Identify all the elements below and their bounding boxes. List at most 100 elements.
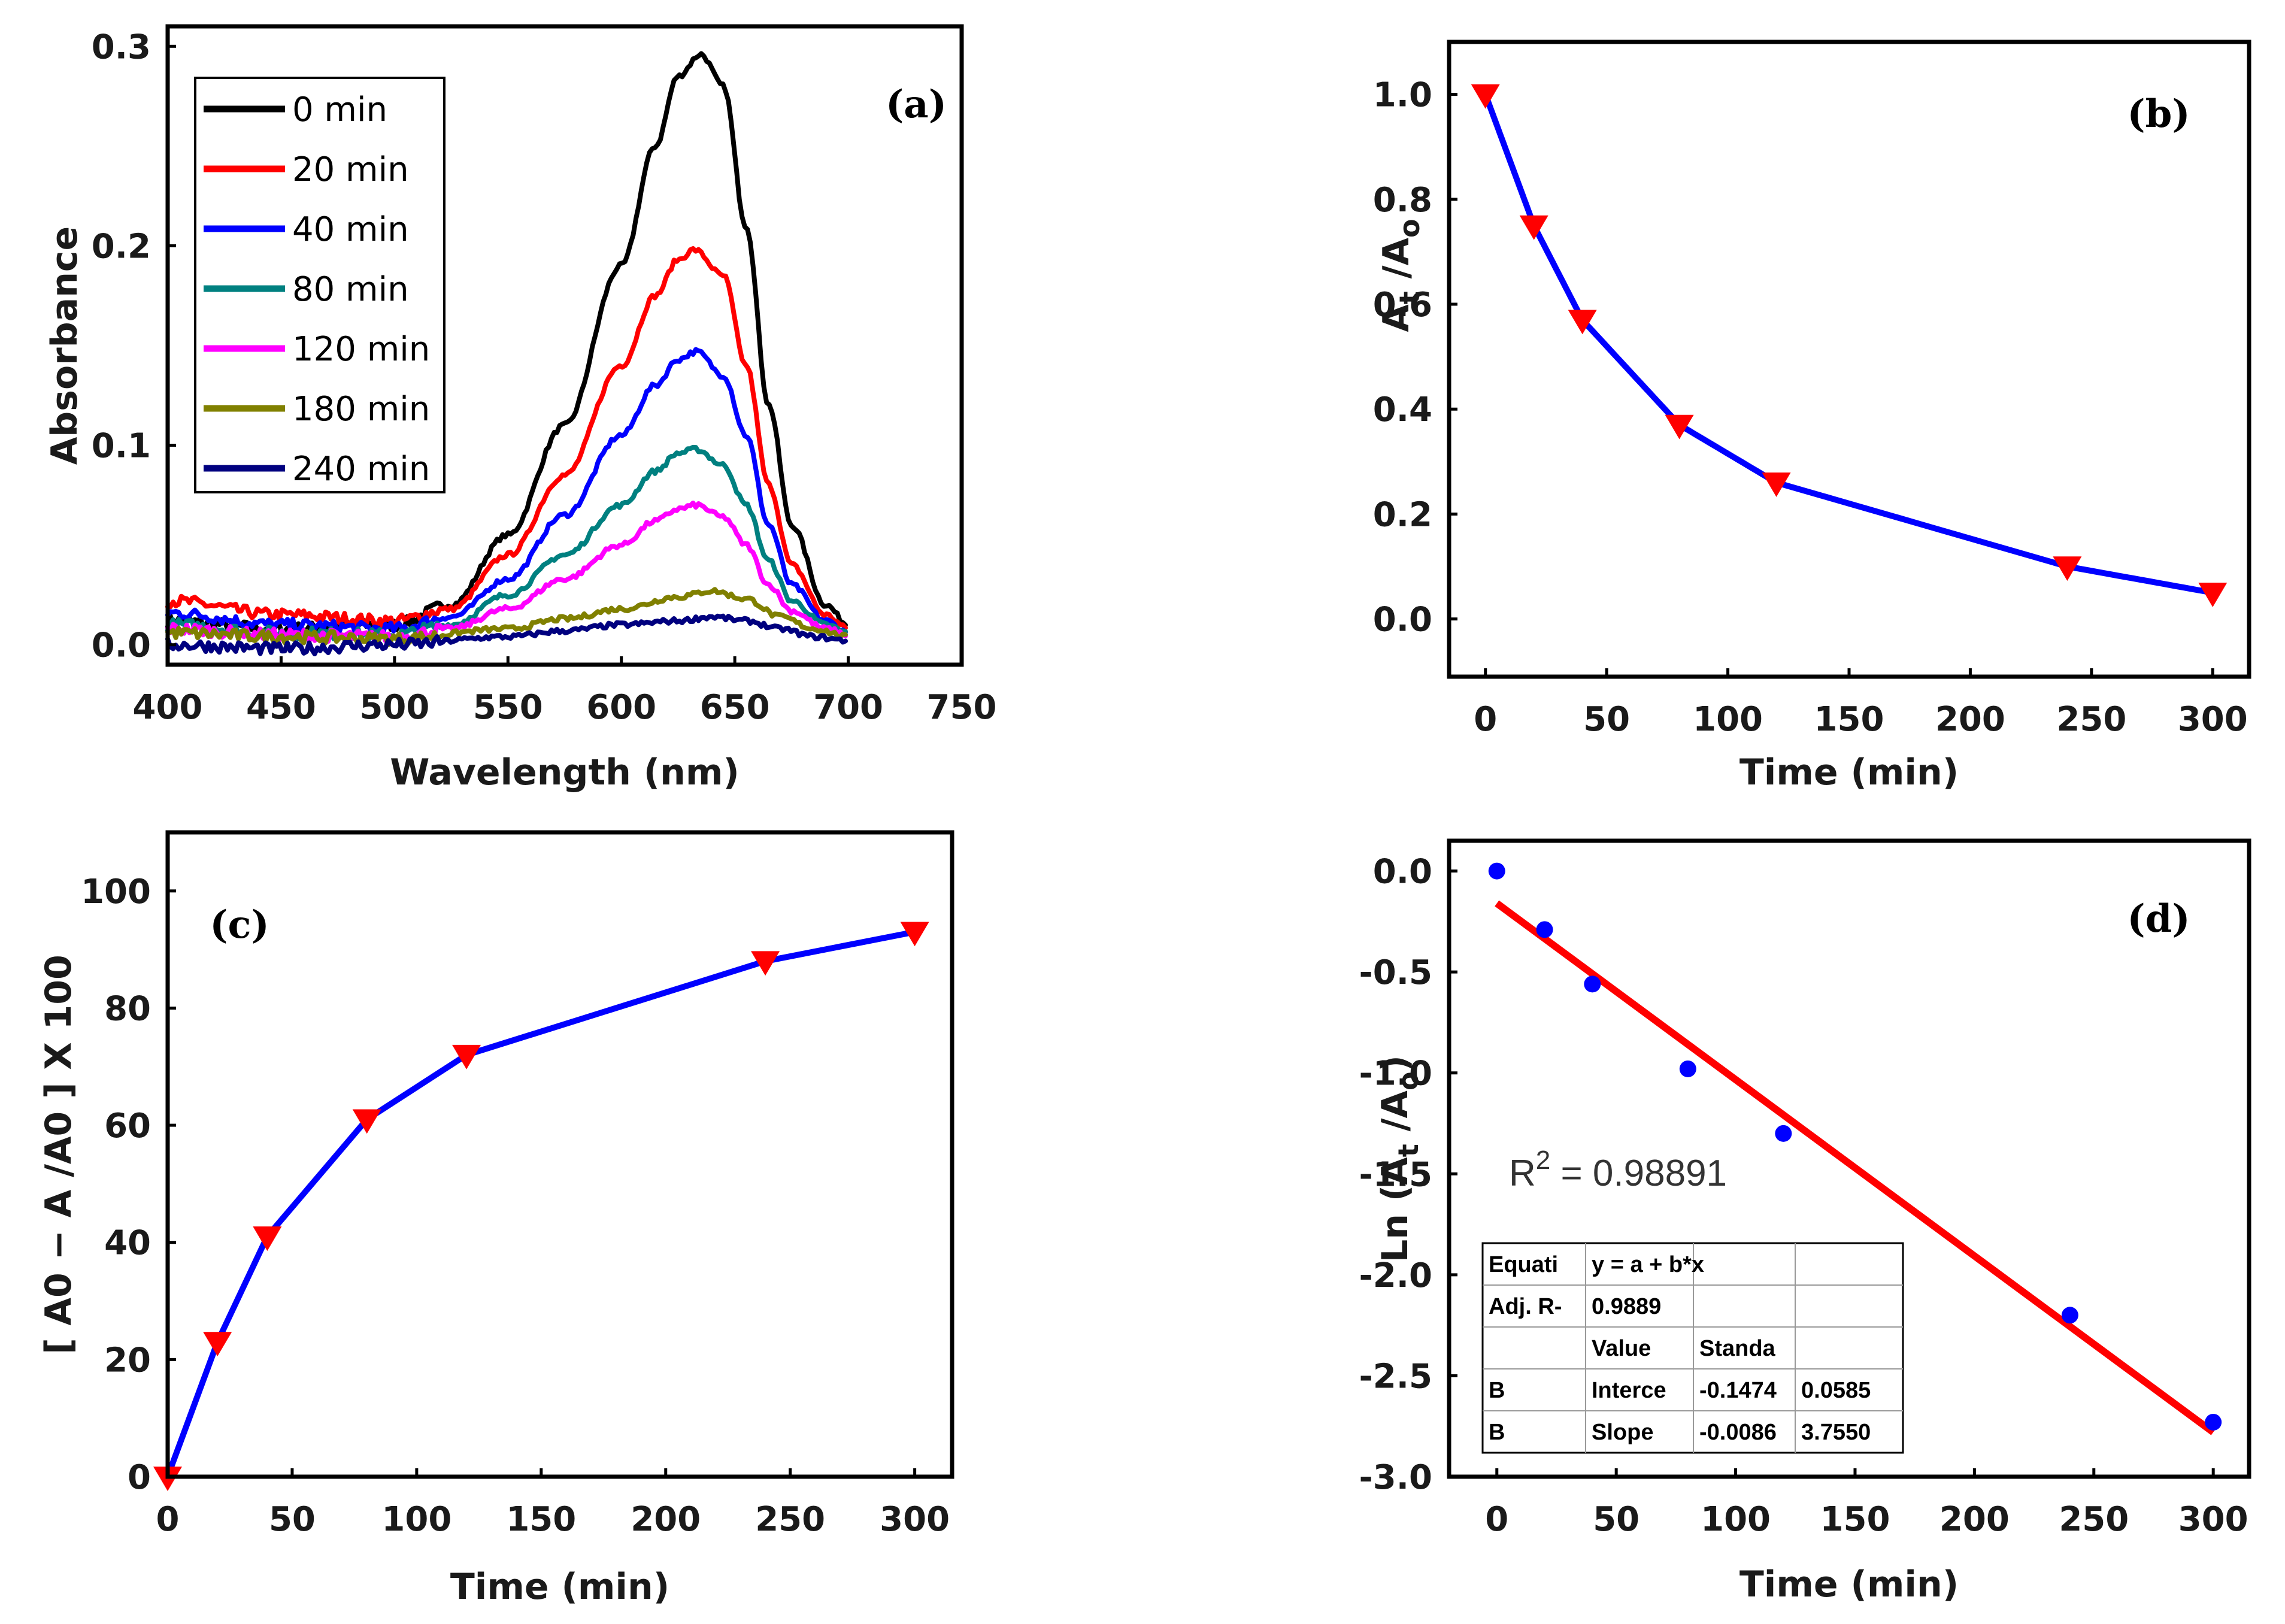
data-point-c <box>751 951 780 976</box>
y-tick-label-d: 0.0 <box>1373 853 1432 892</box>
x-tick-label-d: 150 <box>1820 1500 1890 1539</box>
x-tick-label-b: 150 <box>1814 700 1884 739</box>
table-cell: Standa <box>1699 1336 1776 1361</box>
y-label-main: A <box>1375 304 1417 332</box>
y-axis-label-b: At /Ao <box>1375 219 1426 332</box>
y-tick-label-d: -0.5 <box>1359 953 1432 992</box>
table-cell: -0.1474 <box>1699 1378 1777 1403</box>
legend-label: 240 min <box>292 450 430 489</box>
legend-label: 80 min <box>292 270 409 309</box>
data-point-d <box>2205 1413 2222 1431</box>
table-cell: 3.7550 <box>1801 1420 1871 1445</box>
x-tick-label-b: 100 <box>1693 700 1763 739</box>
plot-frame-c <box>165 830 954 1479</box>
x-tick-label-d: 100 <box>1701 1500 1771 1539</box>
y-tick-label-d: -2.0 <box>1359 1256 1432 1295</box>
x-tick-label-a: 600 <box>586 688 656 727</box>
data-point-c <box>203 1332 232 1357</box>
x-tick-label-c: 250 <box>755 1500 825 1539</box>
table-cell: B <box>1489 1420 1505 1445</box>
chart-c: 0 50 100 150 200 250 300 0 20 40 60 80 100 (c) Time (m… <box>38 830 954 1608</box>
y-tick-label-b: 0.4 <box>1373 390 1432 429</box>
series-line-20-min <box>165 246 848 631</box>
plot-frame-a <box>165 24 964 667</box>
table-cell: Interce <box>1592 1378 1666 1403</box>
y-tick-label-a: 0.3 <box>92 28 151 66</box>
y-axis-label-c: [ A0 − A /A0 ] X 100 <box>38 955 80 1355</box>
legend-label: 180 min <box>292 390 430 429</box>
x-tick-label-c: 0 <box>156 1500 180 1539</box>
x-tick-label-a: 550 <box>473 688 543 727</box>
r-squared-annotation: R2 = 0.98891 <box>1509 1146 1727 1194</box>
y-axis-label-d: Ln (At /Ao) <box>1374 1055 1425 1262</box>
x-tick-label-a: 700 <box>813 688 883 727</box>
series-line-b <box>1482 91 2209 595</box>
data-point-c <box>900 922 929 947</box>
data-point-d <box>1775 1125 1792 1142</box>
y-tick-label-b: 0.8 <box>1373 181 1432 220</box>
data-point-c <box>153 1467 182 1491</box>
x-axis-label-d: Time (min) <box>1739 1564 1959 1605</box>
series-line-c <box>165 929 918 1480</box>
x-axis-label-c: Time (min) <box>450 1566 669 1608</box>
panel-label-a: (a) <box>886 82 947 127</box>
table-cell: Equati <box>1489 1252 1558 1277</box>
x-tick-label-c: 200 <box>631 1500 701 1539</box>
y-tick-label-c: 100 <box>81 872 151 911</box>
r2-superscript: 2 <box>1536 1146 1550 1175</box>
data-point-b <box>1519 215 1548 240</box>
series-line-240-min <box>165 613 848 656</box>
table-cell: Slope <box>1592 1420 1653 1445</box>
series-line-40-min <box>165 347 848 637</box>
data-point-d <box>1536 921 1553 938</box>
data-point-b <box>1762 472 1791 497</box>
series-line-180-min <box>165 587 848 647</box>
data-point-d <box>1488 862 1505 880</box>
chart-b: 0 50 100 150 200 250 300 0.0 0.2 0.4 0.6 0.8 1.0 (b) T… <box>1373 40 2251 793</box>
y-tick-label-c: 80 <box>104 989 151 1028</box>
data-point-c <box>352 1109 381 1134</box>
x-tick-label-a: 500 <box>359 688 429 727</box>
plot-frame-b <box>1447 40 2251 679</box>
x-tick-label-b: 300 <box>2178 700 2248 739</box>
table-cell: B <box>1489 1378 1505 1403</box>
x-tick-label-a: 750 <box>927 688 997 727</box>
data-point-c <box>452 1044 481 1069</box>
x-tick-label-c: 50 <box>269 1500 316 1539</box>
y-tick-label-c: 20 <box>104 1341 151 1380</box>
r2-letter: R <box>1509 1153 1536 1194</box>
y-tick-label-d: -1.5 <box>1359 1155 1432 1194</box>
plot-frame-d <box>1447 838 2251 1479</box>
panel-label-d: (d) <box>2127 896 2190 941</box>
y-tick-label-b: 0.2 <box>1373 495 1432 534</box>
y-label-sub: t <box>1393 291 1426 304</box>
x-tick-label-b: 0 <box>1474 700 1497 739</box>
x-tick-label-d: 300 <box>2178 1500 2248 1539</box>
data-point-d <box>1679 1060 1696 1077</box>
x-tick-label-c: 300 <box>880 1500 950 1539</box>
data-point-c <box>253 1226 282 1251</box>
y-tick-label-d: -2.5 <box>1359 1357 1432 1396</box>
y-tick-label-a: 0.0 <box>92 626 151 665</box>
legend-box <box>194 77 446 493</box>
y-tick-label-d: -1.0 <box>1359 1055 1432 1093</box>
data-point-b <box>1471 84 1500 109</box>
y-label-mid: /A <box>1374 1090 1416 1144</box>
x-tick-label-b: 50 <box>1583 700 1630 739</box>
x-tick-label-c: 100 <box>381 1500 451 1539</box>
legend-label: 0 min <box>292 90 387 129</box>
y-tick-label-c: 40 <box>104 1224 151 1263</box>
data-point-b <box>2198 583 2228 607</box>
x-tick-label-d: 0 <box>1485 1500 1508 1539</box>
table-cell: 0.9889 <box>1592 1294 1661 1319</box>
y-tick-label-c: 60 <box>104 1107 151 1146</box>
x-tick-label-d: 250 <box>2059 1500 2129 1539</box>
y-tick-label-b: 1.0 <box>1373 76 1432 115</box>
regression-table: Equati y = a + b*x Adj. R- 0.9889 Value Stand… <box>1481 1242 1904 1454</box>
fit-line <box>1495 900 2216 1435</box>
data-point-b <box>2053 556 2082 581</box>
table-cell: -0.0086 <box>1699 1420 1777 1445</box>
legend-label: 40 min <box>292 210 409 249</box>
y-tick-label-a: 0.2 <box>92 227 151 266</box>
